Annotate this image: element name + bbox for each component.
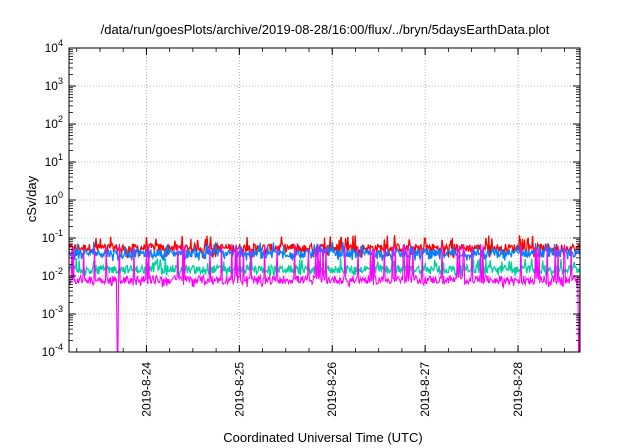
y-tick-base: 10 bbox=[45, 155, 59, 169]
y-tick-exponent: 2 bbox=[58, 114, 63, 124]
y-tick-base: 10 bbox=[45, 117, 59, 131]
y-tick-base: 10 bbox=[45, 193, 59, 207]
y-tick-base: 10 bbox=[45, 41, 59, 55]
y-tick-base: 10 bbox=[42, 345, 56, 359]
y-tick-label: 100 bbox=[45, 190, 63, 207]
y-tick-exponent: 0 bbox=[58, 190, 63, 200]
x-tick-label: 2019-8-24 bbox=[139, 362, 153, 417]
series-line bbox=[68, 241, 581, 262]
x-tick-label: 2019-8-26 bbox=[325, 362, 339, 417]
grid bbox=[69, 48, 580, 352]
x-tick-label: 2019-8-25 bbox=[232, 362, 246, 417]
y-tick-label: 10-1 bbox=[42, 228, 63, 245]
y-tick-exponent: -2 bbox=[55, 266, 63, 276]
y-tick-exponent: 3 bbox=[58, 76, 63, 86]
y-tick-label: 103 bbox=[45, 76, 63, 93]
y-tick-exponent: -4 bbox=[55, 342, 63, 352]
y-tick-base: 10 bbox=[45, 79, 59, 93]
x-axis: 2019-8-24 2019-8-25 2019-8-26 2019-8-27 2019… bbox=[76, 48, 565, 417]
series-line bbox=[68, 235, 581, 259]
y-tick-label: 101 bbox=[45, 152, 63, 169]
x-tick-label: 2019-8-27 bbox=[418, 362, 432, 417]
y-tick-label: 10-2 bbox=[42, 266, 63, 283]
x-tick-label: 2019-8-28 bbox=[511, 362, 525, 417]
series-layer bbox=[68, 235, 581, 353]
y-tick-exponent: -1 bbox=[55, 228, 63, 238]
y-tick-label: 10-3 bbox=[42, 304, 63, 321]
y-tick-label: 10-4 bbox=[42, 342, 63, 359]
y-tick-label: 104 bbox=[45, 38, 63, 55]
y-tick-exponent: 4 bbox=[58, 38, 63, 48]
y-tick-base: 10 bbox=[42, 269, 56, 283]
y-tick-exponent: 1 bbox=[58, 152, 63, 162]
chart-title: /data/run/goesPlots/archive/2019-08-28/1… bbox=[101, 22, 550, 37]
y-axis-label: cSv/day bbox=[24, 175, 39, 222]
x-axis-label: Coordinated Universal Time (UTC) bbox=[223, 430, 422, 445]
series-line bbox=[68, 257, 581, 279]
y-tick-base: 10 bbox=[42, 307, 56, 321]
y-tick-exponent: -3 bbox=[55, 304, 63, 314]
series-line bbox=[68, 243, 581, 353]
y-tick-base: 10 bbox=[42, 231, 56, 245]
y-tick-label: 102 bbox=[45, 114, 63, 131]
